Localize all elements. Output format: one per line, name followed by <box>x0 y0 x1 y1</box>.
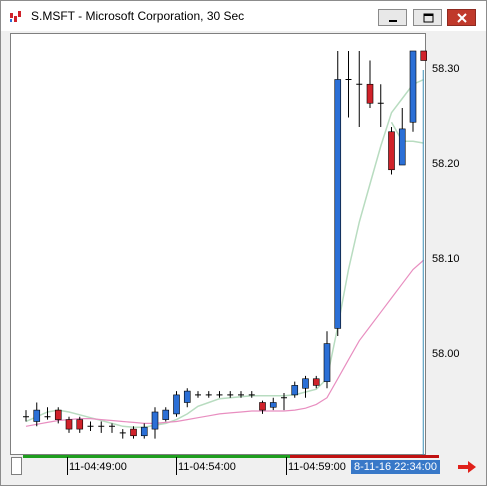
candle-body <box>334 79 342 329</box>
restore-button[interactable] <box>413 9 442 26</box>
candle-body <box>151 411 159 430</box>
candle-body <box>398 128 406 166</box>
candle-body <box>312 378 320 386</box>
price-chart-canvas <box>23 50 427 456</box>
time-axis: 11-04:49:00 11-04:54:00 11-04:59:00 8-11… <box>10 455 444 477</box>
window-title: S.MSFT - Microsoft Corporation, 30 Sec <box>31 9 245 23</box>
candle-body <box>302 378 309 389</box>
ma-fast-line <box>25 78 425 428</box>
y-tick-label: 58.30 <box>432 63 460 75</box>
candle-body <box>54 409 62 420</box>
title-bar[interactable]: S.MSFT - Microsoft Corporation, 30 Sec <box>1 1 486 31</box>
x-tick-label: 11-04:49:00 <box>69 461 127 473</box>
close-icon <box>457 13 467 23</box>
candle-body <box>65 419 73 430</box>
cursor-time-label: 8-11-16 22:34:00 <box>351 460 440 474</box>
candle-body <box>409 50 417 123</box>
candle-body <box>130 428 137 437</box>
y-tick-label: 58.10 <box>432 253 460 265</box>
candle-body <box>33 409 41 422</box>
ma-slow-line <box>25 259 425 427</box>
candle-body <box>420 50 427 61</box>
minimize-icon <box>389 20 397 22</box>
chart-app-icon <box>9 10 23 24</box>
volume-bar-red <box>290 455 439 458</box>
x-tick-mark <box>286 457 287 475</box>
y-tick-label: 58.20 <box>432 158 460 170</box>
x-tick-mark <box>67 457 68 475</box>
candle-body <box>366 83 374 104</box>
candle-body <box>269 402 277 408</box>
candle-body <box>259 402 266 411</box>
scroll-right-arrow-icon[interactable] <box>456 459 478 475</box>
price-chart[interactable] <box>10 33 427 456</box>
candle-body <box>140 426 148 437</box>
x-tick-mark <box>176 457 177 475</box>
close-button[interactable] <box>447 9 476 26</box>
ma-fast-tail-line <box>390 121 424 144</box>
y-tick-label: 58.00 <box>432 348 460 360</box>
volume-bar-green <box>23 455 290 458</box>
candle-body <box>323 343 331 382</box>
x-tick-label: 11-04:54:00 <box>178 461 236 473</box>
candle-body <box>183 390 191 403</box>
candle-body <box>388 131 395 171</box>
candle-body <box>76 419 84 430</box>
scroll-left-box[interactable] <box>11 457 22 475</box>
candle-body <box>162 409 170 420</box>
candle-body <box>291 385 299 396</box>
restore-icon <box>423 13 434 23</box>
volume-strip <box>23 455 439 458</box>
candle-body <box>173 394 180 415</box>
minimize-button[interactable] <box>378 9 407 26</box>
x-tick-label: 11-04:59:00 <box>288 461 346 473</box>
